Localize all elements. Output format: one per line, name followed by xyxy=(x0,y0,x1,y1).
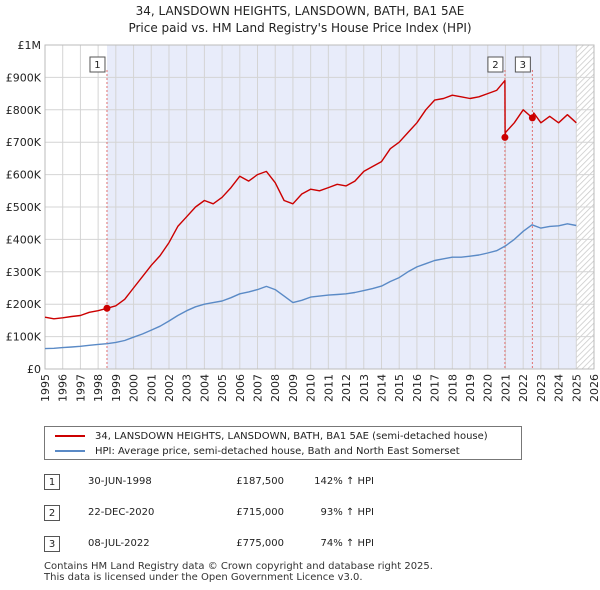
legend: 34, LANSDOWN HEIGHTS, LANSDOWN, BATH, BA… xyxy=(44,426,522,460)
x-tick-label: 2005 xyxy=(216,374,229,402)
x-tick-label: 2016 xyxy=(411,374,424,402)
x-tick-label: 1999 xyxy=(110,374,123,402)
y-tick-label: £800K xyxy=(6,104,42,117)
transaction-point xyxy=(528,114,536,122)
x-tick-label: 2008 xyxy=(269,374,282,402)
x-tick-label: 2004 xyxy=(198,374,211,402)
y-tick-label: £1M xyxy=(18,39,42,52)
transaction-date: 08-JUL-2022 xyxy=(88,538,150,549)
x-tick-label: 1995 xyxy=(39,374,52,402)
y-tick-label: £100K xyxy=(6,331,42,344)
transaction-hpi: 74% ↑ HPI xyxy=(320,538,374,549)
x-tick-label: 2018 xyxy=(446,374,459,402)
x-tick-label: 2009 xyxy=(287,374,300,402)
hpi-line xyxy=(44,223,577,350)
x-tick-label: 2010 xyxy=(305,374,318,402)
x-tick-label: 2000 xyxy=(128,374,141,402)
x-tick-label: 2025 xyxy=(570,374,583,402)
x-tick-label: 2011 xyxy=(322,374,335,402)
y-tick-label: £900K xyxy=(6,71,42,84)
transaction-marker-box xyxy=(89,56,106,73)
transaction-marker-label: 3 xyxy=(520,60,526,71)
y-tick-label: £300K xyxy=(6,266,42,279)
x-tick-label: 2022 xyxy=(517,374,530,402)
x-tick-label: 2006 xyxy=(234,374,247,402)
transaction-point xyxy=(501,133,509,141)
x-tick-label: 1996 xyxy=(57,374,70,402)
transaction-price: £187,500 xyxy=(236,476,284,487)
property-price-line xyxy=(44,79,577,320)
x-tick-label: 2013 xyxy=(358,374,371,402)
footer-copyright: Contains HM Land Registry data © Crown c… xyxy=(44,561,433,572)
legend-swatch-property xyxy=(55,435,85,437)
plot-frame xyxy=(44,44,595,370)
transaction-date: 30-JUN-1998 xyxy=(88,476,152,487)
x-tick-label: 1997 xyxy=(74,374,87,402)
x-tick-label: 2015 xyxy=(393,374,406,402)
x-tick-label: 2001 xyxy=(145,374,158,402)
transaction-marker-label: 2 xyxy=(492,60,498,71)
legend-label-hpi: HPI: Average price, semi-detached house,… xyxy=(95,445,460,457)
x-tick-label: 2020 xyxy=(482,374,495,402)
x-tick-label: 2014 xyxy=(375,374,388,402)
x-tick-label: 2012 xyxy=(340,374,353,402)
y-tick-label: £500K xyxy=(6,201,42,214)
legend-item-hpi: HPI: Average price, semi-detached house,… xyxy=(55,443,460,459)
transaction-badge: 2 xyxy=(44,505,60,521)
footer-license: This data is licensed under the Open Gov… xyxy=(44,572,363,583)
y-tick-label: £0 xyxy=(27,363,41,376)
x-tick-label: 2003 xyxy=(181,374,194,402)
y-tick-label: £200K xyxy=(6,298,42,311)
y-tick-label: £600K xyxy=(6,169,42,182)
x-tick-label: 1998 xyxy=(92,374,105,402)
x-tick-label: 2026 xyxy=(588,374,600,402)
transaction-point xyxy=(103,304,111,312)
x-tick-label: 2021 xyxy=(499,374,512,402)
transaction-badge: 1 xyxy=(44,474,60,490)
x-tick-label: 2002 xyxy=(163,374,176,402)
transaction-hpi: 93% ↑ HPI xyxy=(320,507,374,518)
y-tick-label: £700K xyxy=(6,136,42,149)
transaction-price: £775,000 xyxy=(236,538,284,549)
transaction-marker-label: 1 xyxy=(94,60,100,71)
transaction-marker-box xyxy=(514,56,531,73)
x-tick-label: 2019 xyxy=(464,374,477,402)
x-tick-label: 2017 xyxy=(429,374,442,402)
x-tick-label: 2024 xyxy=(553,374,566,402)
chart-subtitle: Price paid vs. HM Land Registry's House … xyxy=(128,21,472,35)
y-tick-label: £400K xyxy=(6,233,42,246)
x-tick-label: 2007 xyxy=(252,374,265,402)
transaction-badge: 3 xyxy=(44,536,60,552)
legend-swatch-hpi xyxy=(55,450,85,452)
transaction-price: £715,000 xyxy=(236,507,284,518)
transaction-hpi: 142% ↑ HPI xyxy=(314,476,374,487)
legend-label-property: 34, LANSDOWN HEIGHTS, LANSDOWN, BATH, BA… xyxy=(95,430,488,442)
chart-title: 34, LANSDOWN HEIGHTS, LANSDOWN, BATH, BA… xyxy=(135,4,465,18)
x-tick-label: 2023 xyxy=(535,374,548,402)
transaction-marker-box xyxy=(487,56,504,73)
transaction-date: 22-DEC-2020 xyxy=(88,507,155,518)
legend-item-property: 34, LANSDOWN HEIGHTS, LANSDOWN, BATH, BA… xyxy=(55,428,488,444)
price-chart: £0 £100K £200K £300K £400K £500K £600K £700K £80… xyxy=(6,39,600,402)
